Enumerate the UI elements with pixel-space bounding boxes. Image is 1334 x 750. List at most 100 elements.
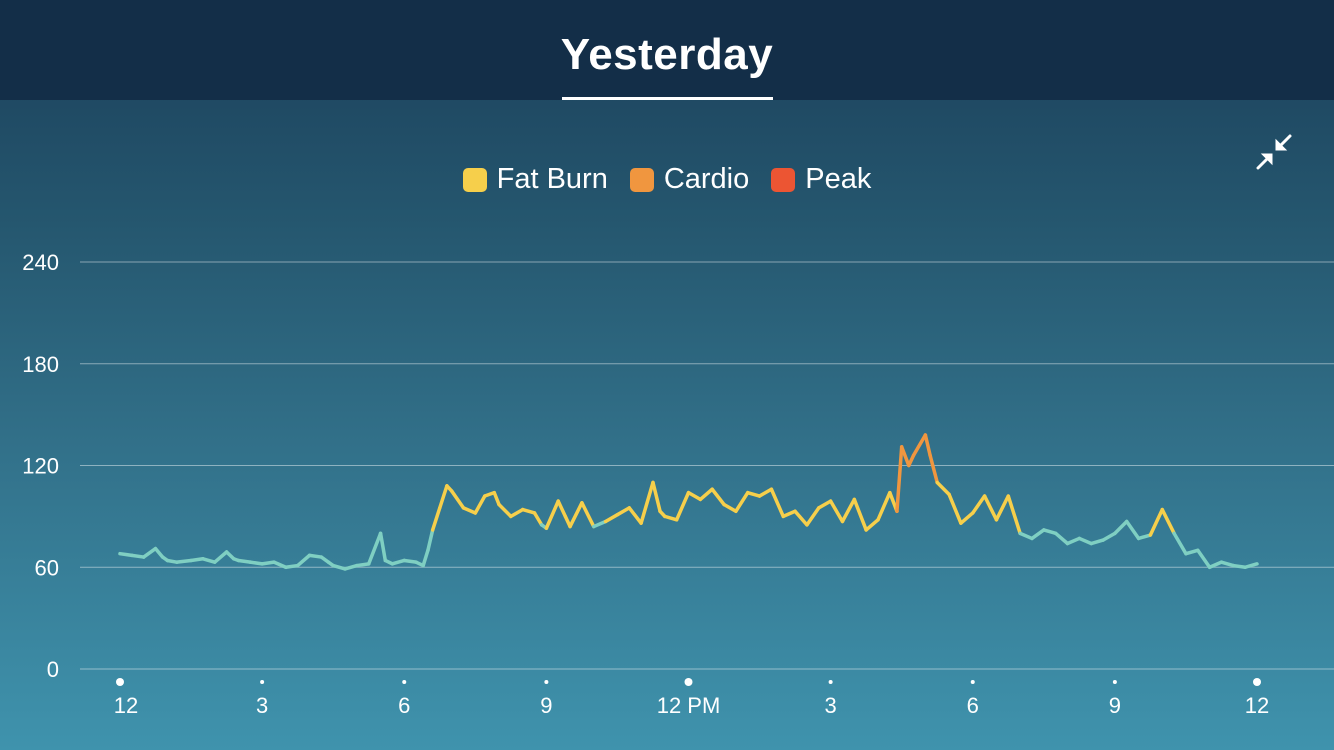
heart-rate-segment (895, 445, 904, 514)
heart-rate-segment (840, 497, 857, 524)
heart-rate-segment (698, 487, 714, 502)
legend-swatch-cardio (629, 167, 654, 192)
heart-rate-segment (343, 563, 359, 571)
heart-rate-segment (994, 494, 1011, 522)
heart-rate-segment (430, 506, 442, 532)
heart-rate-segment (213, 550, 229, 564)
heart-rate-segment (592, 519, 608, 529)
heart-rate-segment (603, 512, 620, 524)
heart-rate-segment (1101, 531, 1117, 542)
heart-rate-segment (355, 562, 371, 568)
x-tick-dot (402, 680, 407, 684)
heart-rate-segment (449, 489, 466, 510)
heart-rate-segment (509, 507, 525, 519)
heart-rate-segment (1219, 560, 1236, 568)
y-tick-label: 120 (22, 454, 59, 479)
heart-rate-segment (1172, 531, 1188, 556)
heart-rate-segment (175, 558, 193, 564)
legend-swatch-fat-burn (462, 167, 487, 192)
y-tick-label: 180 (22, 352, 59, 377)
heart-rate-segment (674, 490, 691, 522)
y-tick-label: 0 (47, 657, 59, 682)
heart-rate-segment (1065, 536, 1082, 546)
heart-rate-segment (959, 511, 975, 525)
heart-rate-segment (580, 501, 596, 529)
heart-rate-segment (236, 558, 253, 564)
heart-rate-segment (757, 487, 774, 498)
heart-rate-segment (1077, 536, 1093, 546)
heart-rate-segment (1136, 533, 1153, 541)
heart-rate-segment (947, 492, 963, 525)
y-tick-label: 240 (22, 250, 59, 275)
header-bar (0, 0, 1334, 100)
heart-rate-segment (544, 499, 560, 530)
heart-rate-segment (438, 484, 449, 510)
x-tick-dot (1112, 680, 1117, 684)
x-tick-dot (684, 678, 693, 686)
x-tick-label: 12 (1245, 693, 1269, 718)
heart-rate-segment (615, 506, 632, 517)
x-tick-dot (1253, 678, 1261, 686)
heart-rate-segment (1089, 538, 1105, 546)
heart-rate-segment (189, 557, 205, 563)
heart-rate-segment (248, 560, 264, 566)
legend-item-fat-burn: Fat Burn (462, 163, 608, 196)
heart-rate-segment (1207, 560, 1224, 569)
heart-rate-segment (1042, 528, 1058, 536)
heart-rate-segment (1148, 507, 1164, 537)
heart-rate-segment (307, 553, 324, 559)
heart-rate-segment (971, 494, 987, 515)
heart-rate-segment (1184, 548, 1200, 556)
heart-rate-segment (1030, 528, 1046, 541)
heart-rate-segment (663, 514, 679, 522)
heart-rate-segment (899, 445, 911, 468)
heart-rate-segment (1243, 562, 1259, 569)
x-tick-dot (544, 680, 549, 684)
heart-rate-segment (1113, 519, 1129, 536)
heart-rate-segment (272, 560, 288, 569)
heart-rate-segment (260, 560, 276, 566)
x-tick-label: 12 (114, 693, 138, 718)
legend-item-peak: Peak (771, 163, 871, 196)
x-tick-label: 3 (256, 693, 268, 718)
heart-rate-segment (710, 487, 726, 507)
heart-rate-segment (982, 494, 999, 522)
heart-rate-segment (1124, 519, 1141, 541)
x-tick-label: 9 (1109, 693, 1121, 718)
y-tick-label: 60 (35, 555, 59, 580)
heart-rate-segment (935, 480, 951, 497)
heart-rate-segment (402, 558, 418, 564)
heart-rate-segment (331, 563, 347, 571)
heart-rate-segment (426, 528, 435, 553)
heart-rate-segment (1018, 531, 1034, 541)
heart-rate-segment (928, 453, 939, 485)
legend-label-fat-burn: Fat Burn (496, 163, 608, 195)
heart-rate-segment (817, 499, 833, 510)
x-tick-dot (116, 678, 124, 686)
heart-rate-segment (201, 557, 217, 564)
x-tick-dot (260, 680, 265, 684)
heart-rate-segment (639, 480, 655, 525)
heart-rate-segment (734, 490, 750, 514)
heart-rate-segment (769, 487, 785, 519)
heart-rate-segment (461, 506, 478, 515)
heart-rate-segment (781, 509, 797, 519)
x-tick-label: 6 (398, 693, 410, 718)
heart-rate-segment (805, 506, 821, 527)
heart-rate-segment (852, 497, 868, 532)
heart-rate-segment (864, 518, 880, 532)
heart-rate-segment (284, 563, 300, 569)
x-tick-label: 12 PM (657, 693, 721, 718)
collapse-arrows-icon[interactable] (1252, 130, 1296, 174)
heart-rate-segment (686, 490, 703, 502)
x-tick-label: 6 (967, 693, 979, 718)
heart-rate-segment (793, 509, 809, 527)
heart-rate-segment (378, 531, 388, 563)
heart-rate-segment (556, 499, 568, 519)
heart-rate-segment (876, 490, 892, 522)
page-title[interactable]: Yesterday (560, 30, 774, 79)
heart-rate-segment (492, 490, 501, 507)
heart-rate-segment (1006, 494, 1022, 536)
heart-rate-segment (520, 507, 537, 515)
